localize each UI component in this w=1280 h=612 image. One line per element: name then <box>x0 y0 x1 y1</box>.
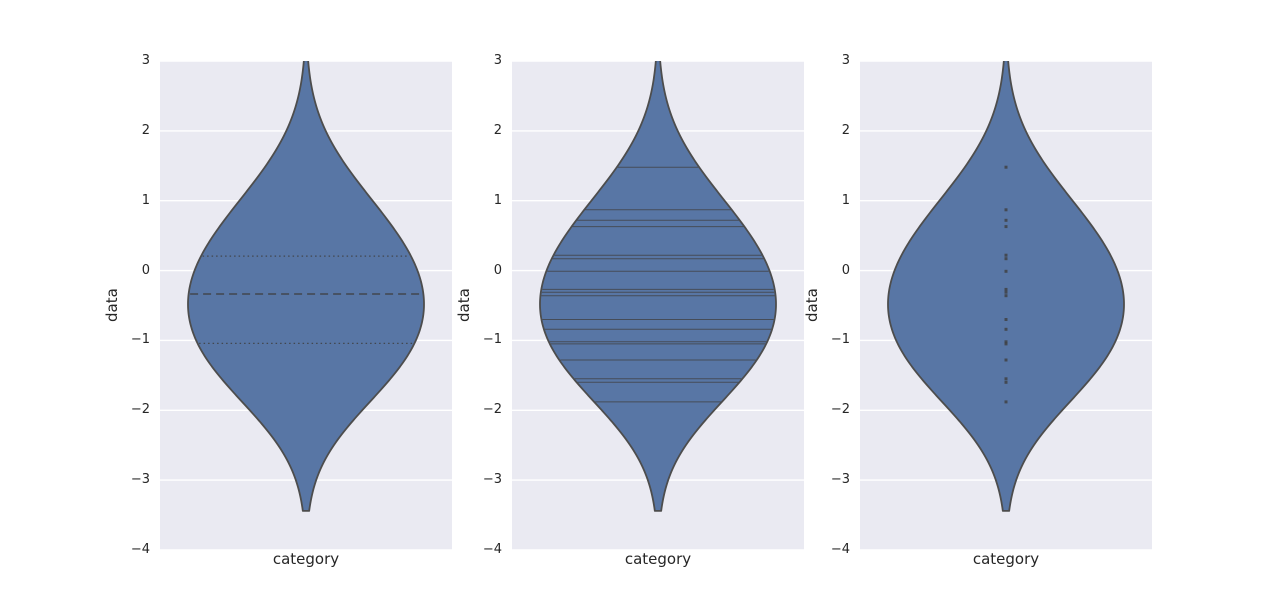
y-tick-label: 1 <box>841 192 850 208</box>
data-point <box>1004 225 1008 229</box>
y-tick-label: −2 <box>482 402 502 418</box>
data-point <box>1004 340 1008 344</box>
data-point <box>1004 269 1008 273</box>
data-point <box>1004 165 1008 169</box>
data-point <box>1004 342 1008 346</box>
y-axis-tick-labels: 3 2 1 0 −1 −2 −3 −4 <box>80 53 150 557</box>
y-tick-label: 1 <box>141 192 150 208</box>
violin-shape <box>887 61 1125 512</box>
data-point <box>1004 287 1008 291</box>
y-tick-label: −4 <box>130 542 150 557</box>
y-axis-tick-labels: 3 2 1 0 −1 −2 −3 −4 <box>432 53 502 557</box>
data-point <box>1004 380 1008 384</box>
data-point <box>1004 257 1008 261</box>
y-tick-label: −3 <box>830 472 850 488</box>
plot-area <box>512 61 804 550</box>
y-tick-label: 1 <box>493 192 502 208</box>
x-axis-label: category <box>624 550 692 568</box>
violin-chart-quartile <box>160 61 452 550</box>
data-point <box>1004 358 1008 362</box>
y-axis-tick-labels: 3 2 1 0 −1 −2 −3 −4 <box>780 53 850 557</box>
y-tick-label: −4 <box>830 542 850 557</box>
violin-panel-stick: data 3 2 1 0 −1 −2 −3 −4 category <box>455 0 804 612</box>
y-tick-label: −1 <box>130 332 150 348</box>
y-tick-label: −3 <box>130 472 150 488</box>
y-tick-label: −4 <box>482 542 502 557</box>
plot-area <box>160 61 452 550</box>
data-point <box>1004 218 1008 222</box>
violin-chart-point <box>860 61 1152 550</box>
data-point <box>1004 253 1008 257</box>
violin-panel-point: data 3 2 1 0 −1 −2 −3 −4 category <box>803 0 1152 612</box>
y-tick-label: 0 <box>493 262 502 278</box>
y-tick-label: 2 <box>841 122 850 138</box>
violin-shape <box>539 61 777 512</box>
y-tick-label: 0 <box>841 262 850 278</box>
violin-panel-quartile: data 3 2 1 0 −1 −2 −3 −4 category <box>103 0 452 612</box>
x-axis-label: category <box>272 550 340 568</box>
data-point <box>1004 208 1008 212</box>
data-point <box>1004 290 1008 294</box>
y-tick-label: −2 <box>830 402 850 418</box>
data-point <box>1004 327 1008 331</box>
y-tick-label: −3 <box>482 472 502 488</box>
violin-shape <box>187 61 425 512</box>
data-point <box>1004 318 1008 321</box>
data-point <box>1004 377 1008 381</box>
y-tick-label: 3 <box>841 53 850 68</box>
y-tick-label: −2 <box>130 402 150 418</box>
data-point <box>1004 400 1008 404</box>
y-tick-label: −1 <box>482 332 502 348</box>
x-axis-label: category <box>972 550 1040 568</box>
plot-area <box>860 61 1152 550</box>
y-tick-label: 3 <box>141 53 150 68</box>
y-tick-label: 0 <box>141 262 150 278</box>
y-tick-label: −1 <box>830 332 850 348</box>
violin-chart-stick <box>512 61 804 550</box>
y-tick-label: 2 <box>141 122 150 138</box>
y-tick-label: 3 <box>493 53 502 68</box>
y-tick-label: 2 <box>493 122 502 138</box>
data-point <box>1004 294 1008 298</box>
